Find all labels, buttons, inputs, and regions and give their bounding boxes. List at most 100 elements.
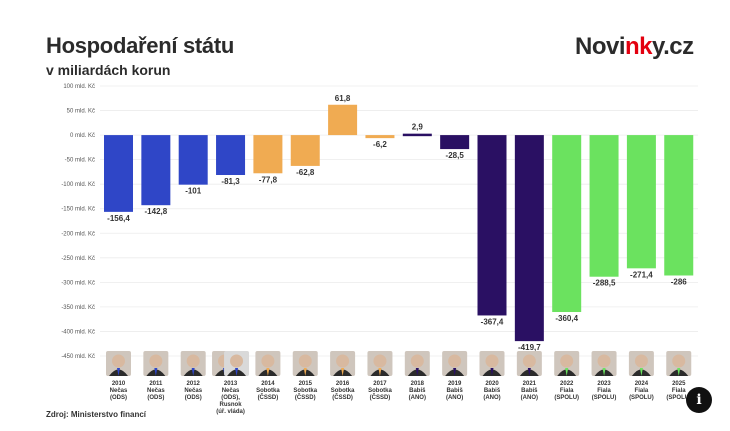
bar-2017 [365, 135, 395, 139]
bar-value-label: -156,4 [107, 214, 130, 223]
bar-value-label: -286 [671, 277, 688, 286]
category-label-year: 2017 [373, 381, 387, 387]
bar-value-labels: -156,4 -142,8 -101 -81,3 -77,8 -62,8 61,8 -6,2 2… [107, 94, 687, 352]
portrait-avatar [255, 351, 281, 376]
category-labels: 2010Nečas(ODS)2011Nečas(ODS)2012Nečas(OD… [110, 381, 691, 415]
y-tick-label: -400 mld. Kč [61, 329, 95, 335]
bar-value-label: 2,9 [412, 123, 424, 132]
portrait-avatar [479, 351, 505, 376]
category-label-year: 2015 [299, 381, 313, 387]
category-label-party: (ANO) [483, 395, 500, 401]
portrait-avatar [330, 351, 356, 376]
bars-group [104, 104, 694, 342]
y-tick-label: -450 mld. Kč [61, 354, 95, 360]
portrait-avatar [180, 351, 206, 376]
category-label-party: (SPOLU) [592, 395, 617, 401]
category-label-year: 2014 [261, 381, 275, 387]
y-tick-label: 0 mld. Kč [70, 133, 95, 139]
category-label-leader: Babiš [484, 388, 501, 394]
bar-2012 [178, 135, 208, 185]
bar-2015 [290, 135, 320, 166]
y-axis-ticks: 100 mld. Kč 50 mld. Kč 0 mld. Kč -50 mld. K… [61, 84, 95, 360]
bar-2010 [104, 135, 133, 212]
bar-value-label: -419,7 [518, 343, 541, 352]
category-label-leader: Nečas [147, 388, 165, 394]
portrait-avatar [666, 351, 692, 376]
category-label-party: (ČSSD) [370, 394, 391, 401]
category-label-leader: Sobotka [293, 388, 317, 394]
category-label-year: 2025 [672, 381, 686, 387]
chart-title: Hospodaření státu [46, 33, 235, 58]
bar-2020 [477, 135, 507, 316]
category-label-party: (ODS), [221, 395, 240, 401]
category-label-year: 2018 [411, 381, 425, 387]
category-label-year: 2024 [635, 381, 649, 387]
category-label-party: (ANO) [409, 395, 426, 401]
bar-2023 [589, 135, 619, 277]
portrait-avatar [628, 351, 654, 376]
category-label-year: 2016 [336, 381, 350, 387]
bar-value-label: -360,4 [555, 314, 578, 323]
category-label-party: (ANO) [446, 395, 463, 401]
y-tick-label: 100 mld. Kč [63, 84, 95, 90]
source-note: Zdroj: Ministerstvo financí [46, 410, 147, 419]
bar-2016 [328, 104, 358, 136]
category-label-leader: Fiala [635, 388, 649, 394]
info-button[interactable]: i [686, 387, 712, 413]
portraits-row [106, 351, 692, 376]
bar-2011 [141, 135, 171, 206]
category-label-year: 2023 [597, 381, 611, 387]
category-label-year: 2011 [149, 381, 163, 387]
category-label-party: (ČSSD) [295, 394, 316, 401]
y-tick-label: -350 mld. Kč [61, 305, 95, 311]
category-label-extra2: (úř. vláda) [216, 409, 245, 415]
y-tick-label: -150 mld. Kč [61, 207, 95, 213]
bar-2022 [552, 135, 582, 313]
category-label-leader: Babiš [446, 388, 463, 394]
novinky-logo[interactable]: Novinky.cz [575, 33, 694, 61]
bar-value-label: -77,8 [259, 175, 278, 184]
category-label-year: 2012 [187, 381, 201, 387]
category-label-leader: Fiala [672, 388, 686, 394]
category-label-leader: Fiala [560, 388, 574, 394]
bar-value-label: -271,4 [630, 270, 653, 279]
category-label-leader: Babiš [521, 388, 538, 394]
category-label-year: 2022 [560, 381, 574, 387]
y-tick-label: -100 mld. Kč [61, 182, 95, 188]
logo-text-suffix: y.cz [652, 33, 694, 60]
y-tick-label: -300 mld. Kč [61, 280, 95, 286]
bar-2024 [626, 135, 656, 269]
category-label-year: 2021 [523, 381, 537, 387]
category-label-party: (ANO) [521, 395, 538, 401]
category-label-party: (ČSSD) [332, 394, 353, 401]
y-tick-label: -250 mld. Kč [61, 256, 95, 262]
bar-2013 [216, 135, 246, 176]
logo-text-prefix: Novi [575, 33, 626, 60]
bar-value-label: -6,2 [373, 140, 387, 149]
portrait-avatar [367, 351, 393, 376]
portrait-avatar [554, 351, 580, 376]
portrait-avatar [516, 351, 542, 376]
bar-2021 [514, 135, 544, 342]
category-label-party: (ODS) [147, 395, 164, 401]
portrait-avatar [224, 351, 250, 376]
category-label-party: (ODS) [185, 395, 202, 401]
category-label-year: 2010 [112, 381, 126, 387]
category-label-year: 2013 [224, 381, 238, 387]
category-label-extra1: Rusnok [220, 402, 243, 408]
portrait-avatar [292, 351, 318, 376]
bar-value-label: 61,8 [335, 94, 351, 103]
category-label-party: (SPOLU) [666, 395, 691, 401]
bar-value-label: -81,3 [221, 177, 240, 186]
bar-value-label: -367,4 [481, 317, 504, 326]
portrait-avatar [591, 351, 617, 376]
category-label-leader: Nečas [222, 388, 240, 394]
category-label-party: (SPOLU) [629, 395, 654, 401]
bar-2014 [253, 135, 283, 174]
category-label-leader: Sobotka [256, 388, 280, 394]
portrait-avatar [106, 351, 131, 376]
y-tick-label: -50 mld. Kč [65, 158, 95, 164]
category-label-party: (ODS) [110, 395, 127, 401]
y-tick-label: -200 mld. Kč [61, 231, 95, 237]
bar-value-label: -288,5 [593, 279, 616, 288]
